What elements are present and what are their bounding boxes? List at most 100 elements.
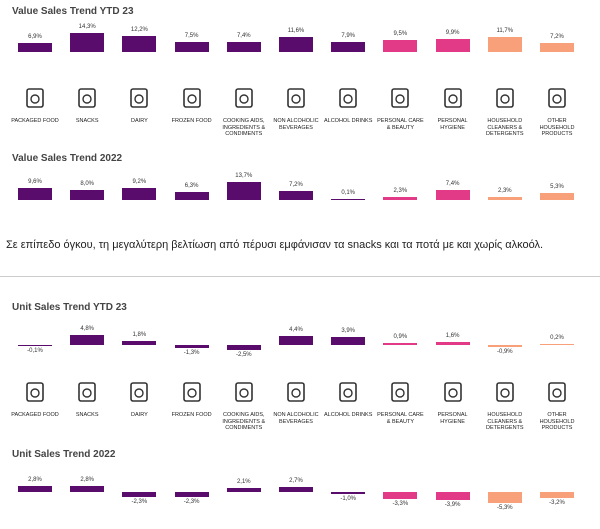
- category-label: PERSONAL HYGIENE: [437, 118, 468, 131]
- value-label: 0,2%: [550, 335, 564, 341]
- category-icon: [23, 380, 47, 409]
- paragraph: Σε επίπεδο όγκου, τη μεγαλύτερη βελτίωση…: [6, 239, 544, 251]
- category-label: NON ALCOHOLIC BEVERAGES: [273, 118, 319, 131]
- bar: [540, 492, 574, 499]
- icon: [287, 88, 305, 108]
- bar: [487, 197, 522, 200]
- value-label: -2,3%: [131, 498, 148, 505]
- bar: [331, 492, 366, 494]
- category-label: HOUSEHOLD CLEANERS & DETERGENTS: [486, 412, 524, 431]
- bar: [435, 39, 470, 52]
- bar: [174, 42, 209, 52]
- category-label: PACKAGED FOOD: [11, 412, 59, 418]
- value-label: -0,1%: [27, 348, 43, 354]
- bar: [487, 36, 522, 52]
- category-label: FROZEN FOOD: [171, 412, 212, 418]
- value-label: 7,4%: [236, 33, 251, 40]
- bar: [174, 492, 209, 497]
- icon: [495, 88, 514, 108]
- bar: [122, 341, 157, 345]
- value-label: 9,6%: [28, 178, 42, 185]
- category-icon: [336, 86, 360, 115]
- category-icon: [545, 380, 569, 409]
- bar: [70, 189, 105, 200]
- value-label: 7,2%: [550, 33, 564, 40]
- icon: [443, 88, 462, 108]
- value-label: 1,8%: [132, 332, 147, 339]
- category-icon: [284, 380, 308, 409]
- category-label: FROZEN FOOD: [171, 118, 212, 124]
- bar: [487, 345, 522, 347]
- category-icon: [75, 380, 99, 409]
- bar: [70, 335, 105, 345]
- icon: [287, 382, 305, 402]
- category-label: ALCOHOL DRINKS: [323, 412, 373, 418]
- category-icon: [388, 380, 412, 409]
- category-icon: [232, 86, 256, 115]
- category-label: PERSONAL HYGIENE: [437, 412, 468, 425]
- value-label: 7,9%: [341, 32, 356, 39]
- value-label: 2,8%: [28, 477, 42, 484]
- category-icon: [545, 86, 569, 115]
- icon: [26, 88, 44, 108]
- value-label: -5,3%: [496, 504, 513, 511]
- value-label: -3,9%: [444, 501, 461, 508]
- icon: [548, 382, 566, 402]
- value-label: 9,9%: [445, 30, 460, 37]
- chart-title: Value Sales Trend YTD 23: [12, 6, 134, 17]
- icon: [391, 382, 410, 402]
- category-label: ALCOHOL DRINKS: [323, 118, 373, 124]
- chart-title: Unit Sales Trend 2022: [12, 449, 116, 460]
- value-label: 11,6%: [287, 27, 305, 34]
- bar: [122, 36, 157, 52]
- bar: [540, 344, 574, 345]
- bar: [122, 492, 157, 497]
- category-icon: [232, 380, 256, 409]
- category-icon: [23, 86, 47, 115]
- category-label: PACKAGED FOOD: [11, 118, 59, 124]
- bar: [331, 41, 366, 52]
- bar: [435, 190, 470, 200]
- value-label: -1,0%: [340, 496, 357, 502]
- value-label: 8,0%: [80, 180, 95, 187]
- category-label: COOKING AIDS, INGREDIENTS & CONDIMENTS: [222, 118, 266, 137]
- bar: [279, 336, 313, 345]
- category-label: OTHER HOUSEHOLD PRODUCTS: [539, 412, 575, 431]
- value-label: 7,2%: [289, 181, 303, 188]
- category-label: PERSONAL CARE & BEAUTY: [377, 412, 424, 425]
- icon: [78, 382, 96, 402]
- bar: [122, 188, 157, 200]
- category-label: NON ALCOHOLIC BEVERAGES: [273, 412, 319, 425]
- category-icon: [441, 380, 465, 409]
- value-label: -1,3%: [183, 349, 200, 356]
- value-label: 11,7%: [496, 27, 514, 34]
- bar: [331, 199, 366, 200]
- value-label: 7,5%: [184, 33, 199, 40]
- bar: [70, 486, 105, 492]
- category-label: HOUSEHOLD CLEANERS & DETERGENTS: [486, 118, 524, 137]
- category-label: SNACKS: [75, 412, 99, 418]
- category-label: OTHER HOUSEHOLD PRODUCTS: [539, 118, 575, 137]
- bar: [435, 341, 470, 345]
- category-icon: [284, 86, 308, 115]
- value-label: 9,2%: [132, 179, 147, 186]
- bar: [540, 42, 574, 52]
- bar: [174, 345, 209, 348]
- bar: [279, 190, 313, 200]
- value-label: -3,3%: [392, 500, 409, 507]
- divider: [0, 276, 600, 277]
- icon: [130, 88, 149, 108]
- value-label: 3,9%: [341, 328, 356, 335]
- category-icon: [388, 86, 412, 115]
- bar: [383, 343, 418, 345]
- icon: [391, 88, 410, 108]
- category-icon: [493, 86, 517, 115]
- category-icon: [441, 86, 465, 115]
- category-icon: [127, 380, 151, 409]
- category-icon: [180, 86, 204, 115]
- icon: [495, 382, 514, 402]
- value-label: 12,2%: [130, 27, 148, 34]
- bar: [18, 187, 52, 200]
- value-label: 0,1%: [341, 190, 356, 196]
